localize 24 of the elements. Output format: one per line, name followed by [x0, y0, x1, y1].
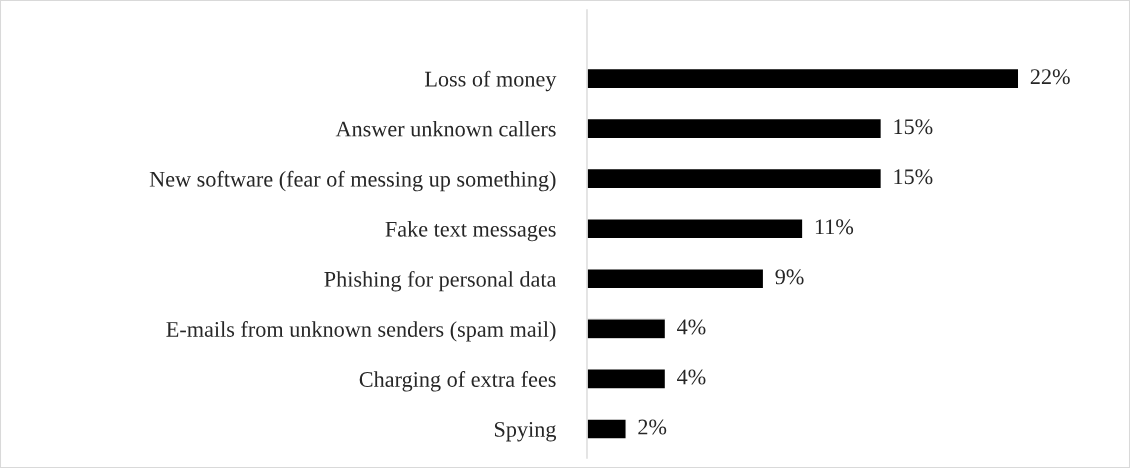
y-tick-label: E-mails from unknown senders (spam mail): [166, 321, 556, 342]
bar: [587, 218, 804, 240]
y-tick-label: Fake text messages: [385, 221, 556, 242]
y-tick-label: Phishing for personal data: [324, 270, 557, 292]
y-tick-label: Spying: [494, 421, 557, 442]
data-label: 22%: [1030, 69, 1070, 85]
data-label: 2%: [638, 419, 667, 435]
bar: [587, 318, 667, 340]
bar: [587, 67, 1020, 90]
y-tick-label: Charging of extra fees: [359, 371, 556, 392]
data-label: 9%: [775, 269, 804, 285]
data-label: 4%: [677, 319, 706, 335]
y-tick-label: Loss of money: [425, 70, 557, 92]
data-label: 4%: [677, 369, 706, 385]
bar: [587, 368, 667, 390]
bar: [587, 117, 883, 140]
y-tick-label: Answer unknown callers: [335, 120, 556, 137]
data-label: 15%: [894, 169, 933, 185]
data-label: 11%: [815, 219, 854, 235]
data-label: 15%: [894, 119, 933, 135]
bar: [587, 268, 765, 290]
y-tick-label: New software (fear of messing up something): [149, 170, 556, 192]
bar: [587, 418, 627, 440]
bar: [587, 167, 883, 190]
